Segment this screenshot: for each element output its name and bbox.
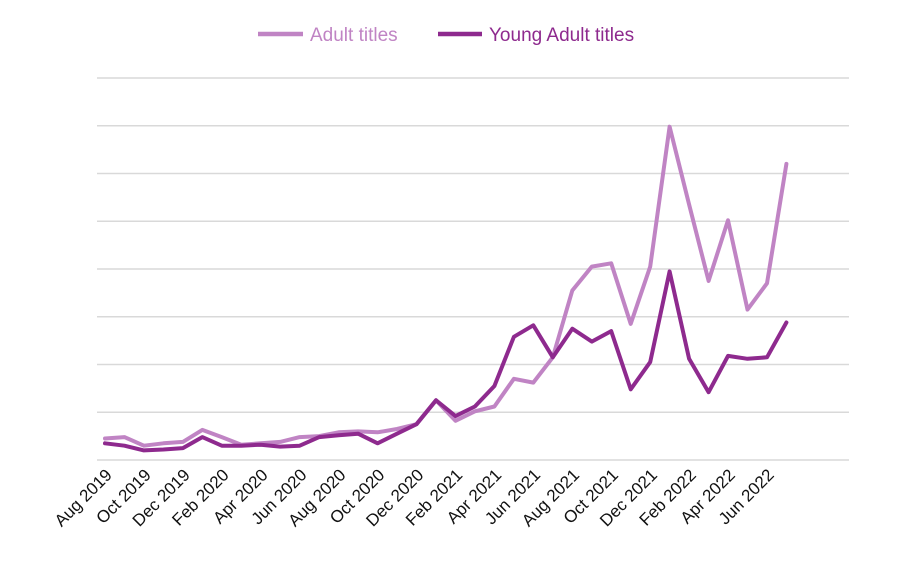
series-line-young-adult-titles [103,269,789,453]
legend-label-young-adult-titles: Young Adult titles [489,25,634,46]
series-layer [103,124,789,453]
legend-label-adult-titles: Adult titles [310,25,398,46]
gridlines [97,77,849,461]
legend: Adult titles Young Adult titles [258,25,634,46]
series-line-adult-titles [103,124,789,448]
